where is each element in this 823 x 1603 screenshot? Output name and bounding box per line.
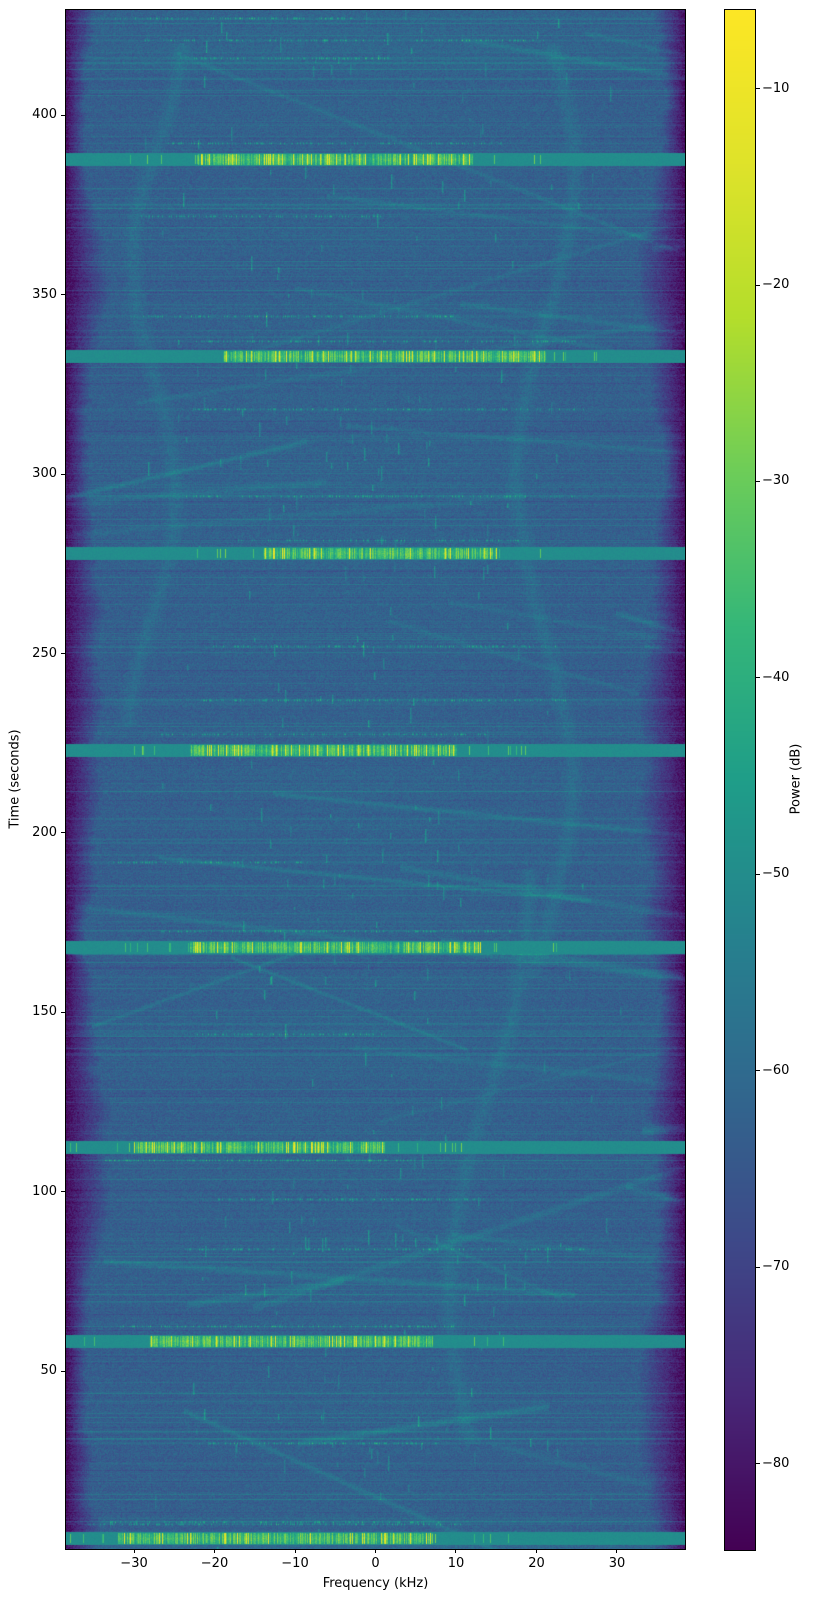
- y-tick-label: 100: [32, 1183, 57, 1199]
- y-tick-label: 150: [32, 1004, 57, 1020]
- x-tick-mark: [535, 1549, 537, 1553]
- colorbar-tick-label: −50: [762, 866, 790, 882]
- x-tick-mark: [616, 1549, 618, 1553]
- colorbar-tick-mark: [755, 1070, 760, 1072]
- y-tick-mark: [61, 294, 66, 296]
- y-tick-label: 350: [32, 286, 57, 302]
- x-tick-mark: [133, 1549, 135, 1553]
- y-tick-label: 400: [32, 107, 57, 123]
- spectrogram-heatmap: [66, 10, 685, 1549]
- x-tick-mark: [375, 1549, 376, 1553]
- y-tick-label: 300: [32, 466, 57, 482]
- colorbar-gradient: [725, 10, 755, 1550]
- x-tick-mark: [214, 1549, 215, 1553]
- colorbar-tick-label: −80: [762, 1455, 790, 1471]
- colorbar-tick-mark: [755, 1266, 760, 1268]
- colorbar-tick-label: −30: [762, 473, 790, 489]
- y-tick-mark: [61, 1011, 66, 1013]
- x-tick-label: −30: [120, 1556, 148, 1571]
- colorbar: [724, 9, 756, 1551]
- x-tick-label: −20: [200, 1556, 229, 1571]
- y-tick-mark: [61, 1370, 66, 1372]
- y-tick-label: 250: [32, 645, 57, 661]
- x-axis-title: Frequency (kHz): [322, 1576, 429, 1591]
- colorbar-tick-label: −60: [762, 1062, 790, 1078]
- colorbar-tick-mark: [755, 88, 760, 90]
- x-tick-mark: [455, 1549, 457, 1553]
- x-tick-label: 10: [447, 1556, 465, 1571]
- y-tick-mark: [61, 832, 66, 834]
- colorbar-tick-mark: [755, 873, 760, 875]
- y-tick-mark: [61, 473, 66, 475]
- colorbar-tick-mark: [755, 284, 760, 286]
- x-tick-label: 20: [528, 1556, 545, 1571]
- y-tick-label: 50: [40, 1363, 57, 1379]
- y-tick-label: 200: [32, 824, 57, 840]
- colorbar-tick-mark: [755, 1463, 760, 1465]
- colorbar-tick-mark: [755, 677, 760, 679]
- colorbar-title: Power (dB): [788, 743, 804, 815]
- y-tick-mark: [61, 653, 66, 655]
- y-tick-mark: [61, 1191, 66, 1193]
- y-axis-title: Time (seconds): [7, 729, 23, 829]
- colorbar-tick-label: −40: [762, 669, 790, 685]
- plot-area: [65, 9, 686, 1550]
- colorbar-tick-mark: [755, 480, 760, 482]
- x-tick-label: −10: [281, 1556, 309, 1571]
- x-tick-label: 30: [608, 1556, 626, 1571]
- colorbar-tick-label: −10: [762, 80, 790, 96]
- x-tick-mark: [294, 1549, 296, 1553]
- x-tick-label: 0: [371, 1556, 380, 1571]
- y-tick-mark: [61, 114, 66, 116]
- colorbar-tick-label: −20: [762, 277, 790, 292]
- colorbar-tick-label: −70: [762, 1259, 790, 1275]
